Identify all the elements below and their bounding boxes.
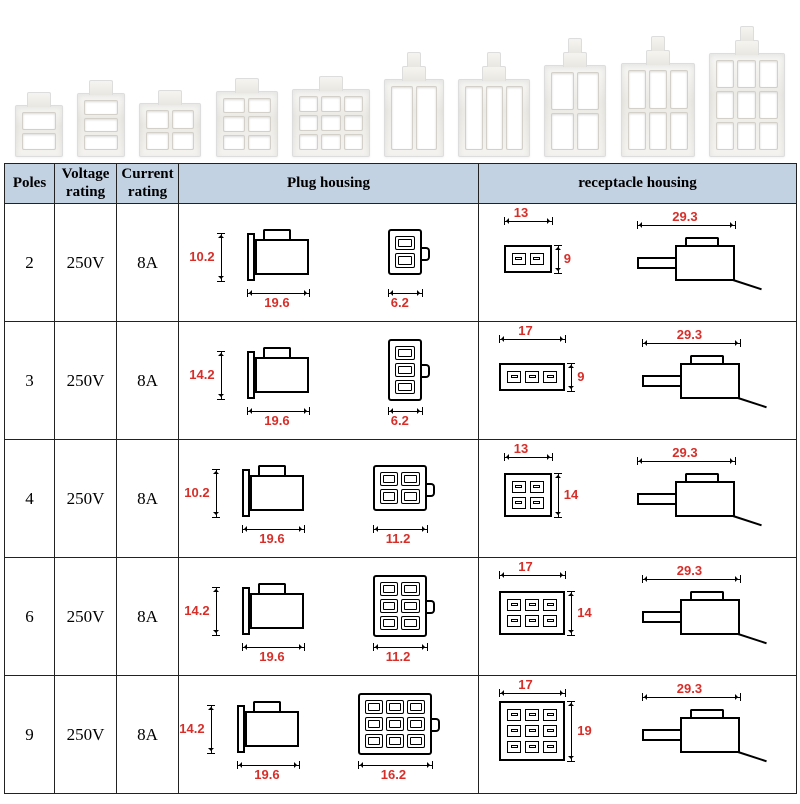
cell-plug-housing: 10.2 19.6 11.2 bbox=[179, 440, 479, 558]
cell-current: 8A bbox=[117, 204, 179, 322]
cell-current: 8A bbox=[117, 676, 179, 794]
cell-plug-housing: 10.2 19.6 6.2 bbox=[179, 204, 479, 322]
dimension-label: 29.3 bbox=[677, 563, 702, 578]
dimension-label: 9 bbox=[564, 251, 571, 266]
table-row: 6250V8A 14.2 19.6 11.2 17 14 29.3 bbox=[5, 558, 797, 676]
dimension-label: 10.2 bbox=[184, 485, 209, 500]
cell-current: 8A bbox=[117, 558, 179, 676]
cell-current: 8A bbox=[117, 322, 179, 440]
cell-current: 8A bbox=[117, 440, 179, 558]
dimension-label: 10.2 bbox=[189, 249, 214, 264]
dimension-label: 16.2 bbox=[381, 767, 406, 782]
col-header-poles: Poles bbox=[5, 164, 55, 204]
dimension-label: 19.6 bbox=[259, 531, 284, 546]
cell-voltage: 250V bbox=[55, 440, 117, 558]
receptacle-photo bbox=[458, 79, 530, 157]
plug-housing-diagrams: 14.2 19.6 6.2 bbox=[181, 324, 476, 437]
dimension-label: 14.2 bbox=[184, 603, 209, 618]
cell-poles: 3 bbox=[5, 322, 55, 440]
dimension-label: 19 bbox=[577, 723, 591, 738]
dimension-label: 6.2 bbox=[391, 413, 409, 428]
cell-receptacle-housing: 13 14 29.3 bbox=[479, 440, 797, 558]
cell-receptacle-housing: 17 19 29.3 bbox=[479, 676, 797, 794]
col-header-plug: Plug housing bbox=[179, 164, 479, 204]
dimension-label: 19.6 bbox=[259, 649, 284, 664]
plug-housing-diagrams: 14.2 19.6 16.2 bbox=[181, 678, 476, 791]
dimension-label: 29.3 bbox=[672, 209, 697, 224]
dimension-label: 14 bbox=[564, 487, 578, 502]
receptacle-housing-diagrams: 17 9 29.3 bbox=[481, 324, 794, 437]
plug-housing-diagrams: 14.2 19.6 11.2 bbox=[181, 560, 476, 673]
cell-voltage: 250V bbox=[55, 322, 117, 440]
table-row: 3250V8A 14.2 19.6 6.2 17 9 29.3 bbox=[5, 322, 797, 440]
plug-photo bbox=[77, 93, 125, 157]
dimension-label: 11.2 bbox=[386, 531, 411, 546]
table-row: 2250V8A 10.2 19.6 6.2 13 9 29.3 bbox=[5, 204, 797, 322]
cell-poles: 4 bbox=[5, 440, 55, 558]
cell-plug-housing: 14.2 19.6 6.2 bbox=[179, 322, 479, 440]
cell-voltage: 250V bbox=[55, 558, 117, 676]
plug-housing-diagrams: 10.2 19.6 11.2 bbox=[181, 442, 476, 555]
receptacle-housing-diagrams: 13 9 29.3 bbox=[481, 206, 794, 319]
receptacle-photo bbox=[709, 53, 785, 157]
col-header-receptacle: receptacle housing bbox=[479, 164, 797, 204]
dimension-label: 11.2 bbox=[386, 649, 411, 664]
cell-receptacle-housing: 17 14 29.3 bbox=[479, 558, 797, 676]
page: Poles Voltage rating Current rating Plug… bbox=[0, 4, 800, 804]
plug-housing-diagrams: 10.2 19.6 6.2 bbox=[181, 206, 476, 319]
table-row: 4250V8A 10.2 19.6 11.2 13 14 29.3 bbox=[5, 440, 797, 558]
plug-photo bbox=[216, 91, 278, 157]
plug-photo bbox=[15, 105, 63, 157]
table-body: 2250V8A10.219.66.213929.33250V8A14.219.6… bbox=[5, 204, 797, 794]
spec-table: Poles Voltage rating Current rating Plug… bbox=[4, 163, 797, 794]
receptacle-housing-diagrams: 13 14 29.3 bbox=[481, 442, 794, 555]
dimension-label: 29.3 bbox=[677, 327, 702, 342]
dimension-label: 14.2 bbox=[189, 367, 214, 382]
dimension-label: 14.2 bbox=[179, 721, 204, 736]
dimension-label: 29.3 bbox=[677, 681, 702, 696]
col-header-voltage: Voltage rating bbox=[55, 164, 117, 204]
dimension-label: 6.2 bbox=[391, 295, 409, 310]
dimension-label: 17 bbox=[518, 559, 532, 574]
table-row: 9250V8A14.2 19.6 16.2 17 19 29.3 bbox=[5, 676, 797, 794]
dimension-label: 19.6 bbox=[264, 295, 289, 310]
table-header: Poles Voltage rating Current rating Plug… bbox=[5, 164, 797, 204]
cell-poles: 2 bbox=[5, 204, 55, 322]
cell-receptacle-housing: 17 9 29.3 bbox=[479, 322, 797, 440]
cell-voltage: 250V bbox=[55, 676, 117, 794]
cell-receptacle-housing: 13 9 29.3 bbox=[479, 204, 797, 322]
receptacle-photo bbox=[621, 63, 695, 157]
cell-voltage: 250V bbox=[55, 204, 117, 322]
product-photo-strip bbox=[4, 4, 796, 159]
receptacle-photo bbox=[384, 79, 444, 157]
col-header-current: Current rating bbox=[117, 164, 179, 204]
dimension-label: 13 bbox=[514, 441, 528, 456]
dimension-label: 17 bbox=[518, 323, 532, 338]
cell-poles: 9 bbox=[5, 676, 55, 794]
dimension-label: 17 bbox=[518, 677, 532, 692]
dimension-label: 14 bbox=[577, 605, 591, 620]
receptacle-housing-diagrams: 17 19 29.3 bbox=[481, 678, 794, 791]
dimension-label: 19.6 bbox=[264, 413, 289, 428]
dimension-label: 9 bbox=[577, 369, 584, 384]
cell-plug-housing: 14.2 19.6 16.2 bbox=[179, 676, 479, 794]
plug-photo bbox=[292, 89, 370, 157]
dimension-label: 29.3 bbox=[672, 445, 697, 460]
receptacle-photo bbox=[544, 65, 606, 157]
plug-photo bbox=[139, 103, 201, 157]
dimension-label: 19.6 bbox=[254, 767, 279, 782]
dimension-label: 13 bbox=[514, 205, 528, 220]
receptacle-housing-diagrams: 17 14 29.3 bbox=[481, 560, 794, 673]
cell-poles: 6 bbox=[5, 558, 55, 676]
cell-plug-housing: 14.2 19.6 11.2 bbox=[179, 558, 479, 676]
